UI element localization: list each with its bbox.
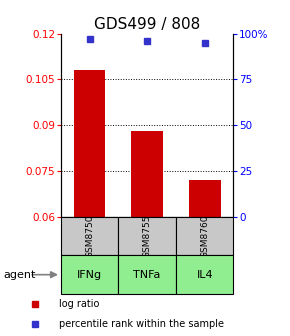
Text: GSM8760: GSM8760	[200, 214, 209, 258]
Bar	[176, 217, 233, 255]
Bar	[61, 255, 118, 294]
Bar	[61, 217, 118, 255]
Text: IFNg: IFNg	[77, 270, 102, 280]
Title: GDS499 / 808: GDS499 / 808	[94, 17, 200, 33]
Bar	[176, 255, 233, 294]
Text: GSM8750: GSM8750	[85, 214, 94, 258]
Text: TNFa: TNFa	[133, 270, 161, 280]
Text: log ratio: log ratio	[59, 299, 99, 309]
Bar	[74, 70, 106, 217]
Bar	[131, 131, 163, 217]
Text: GSM8755: GSM8755	[143, 214, 152, 258]
Bar	[189, 180, 220, 217]
Bar	[118, 217, 176, 255]
Text: IL4: IL4	[196, 270, 213, 280]
Bar	[118, 255, 176, 294]
Text: agent: agent	[3, 270, 35, 280]
Text: percentile rank within the sample: percentile rank within the sample	[59, 319, 224, 329]
